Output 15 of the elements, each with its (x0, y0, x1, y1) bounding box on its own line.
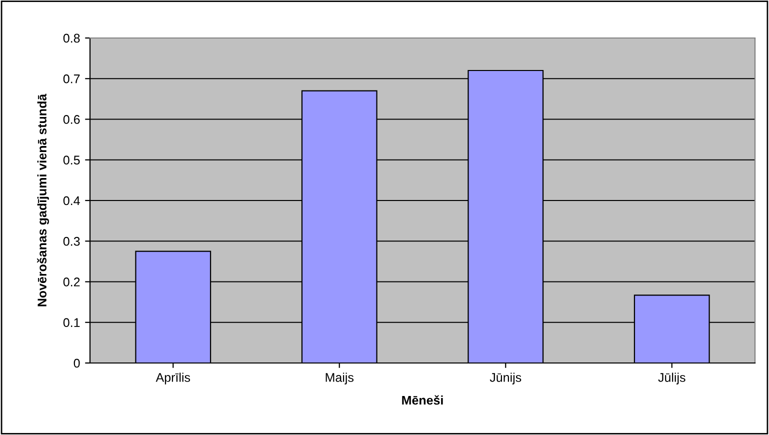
x-tick-label: Jūlijs (658, 372, 686, 384)
x-tick-label: Jūnijs (490, 372, 522, 384)
y-tick-label: 0 (74, 358, 80, 368)
y-tick-label: 0.4 (63, 196, 80, 206)
y-tick-label: 0.2 (63, 278, 80, 286)
y-axis-title: Novērošanas gadījumi vienā stundā (37, 94, 50, 306)
x-axis-title: Mēneši (402, 395, 443, 405)
y-tick-label: 0.6 (63, 115, 80, 124)
y-tick-label: 0.5 (63, 156, 80, 165)
y-tick-label: 0.3 (63, 236, 80, 246)
y-tick-label: 0.7 (63, 74, 80, 84)
y-tick-label: 0.8 (63, 34, 80, 43)
y-tick-label: 0.1 (63, 318, 80, 328)
x-tick-label: Maijs (326, 372, 354, 384)
x-tick-label: Aprīlis (156, 372, 190, 384)
